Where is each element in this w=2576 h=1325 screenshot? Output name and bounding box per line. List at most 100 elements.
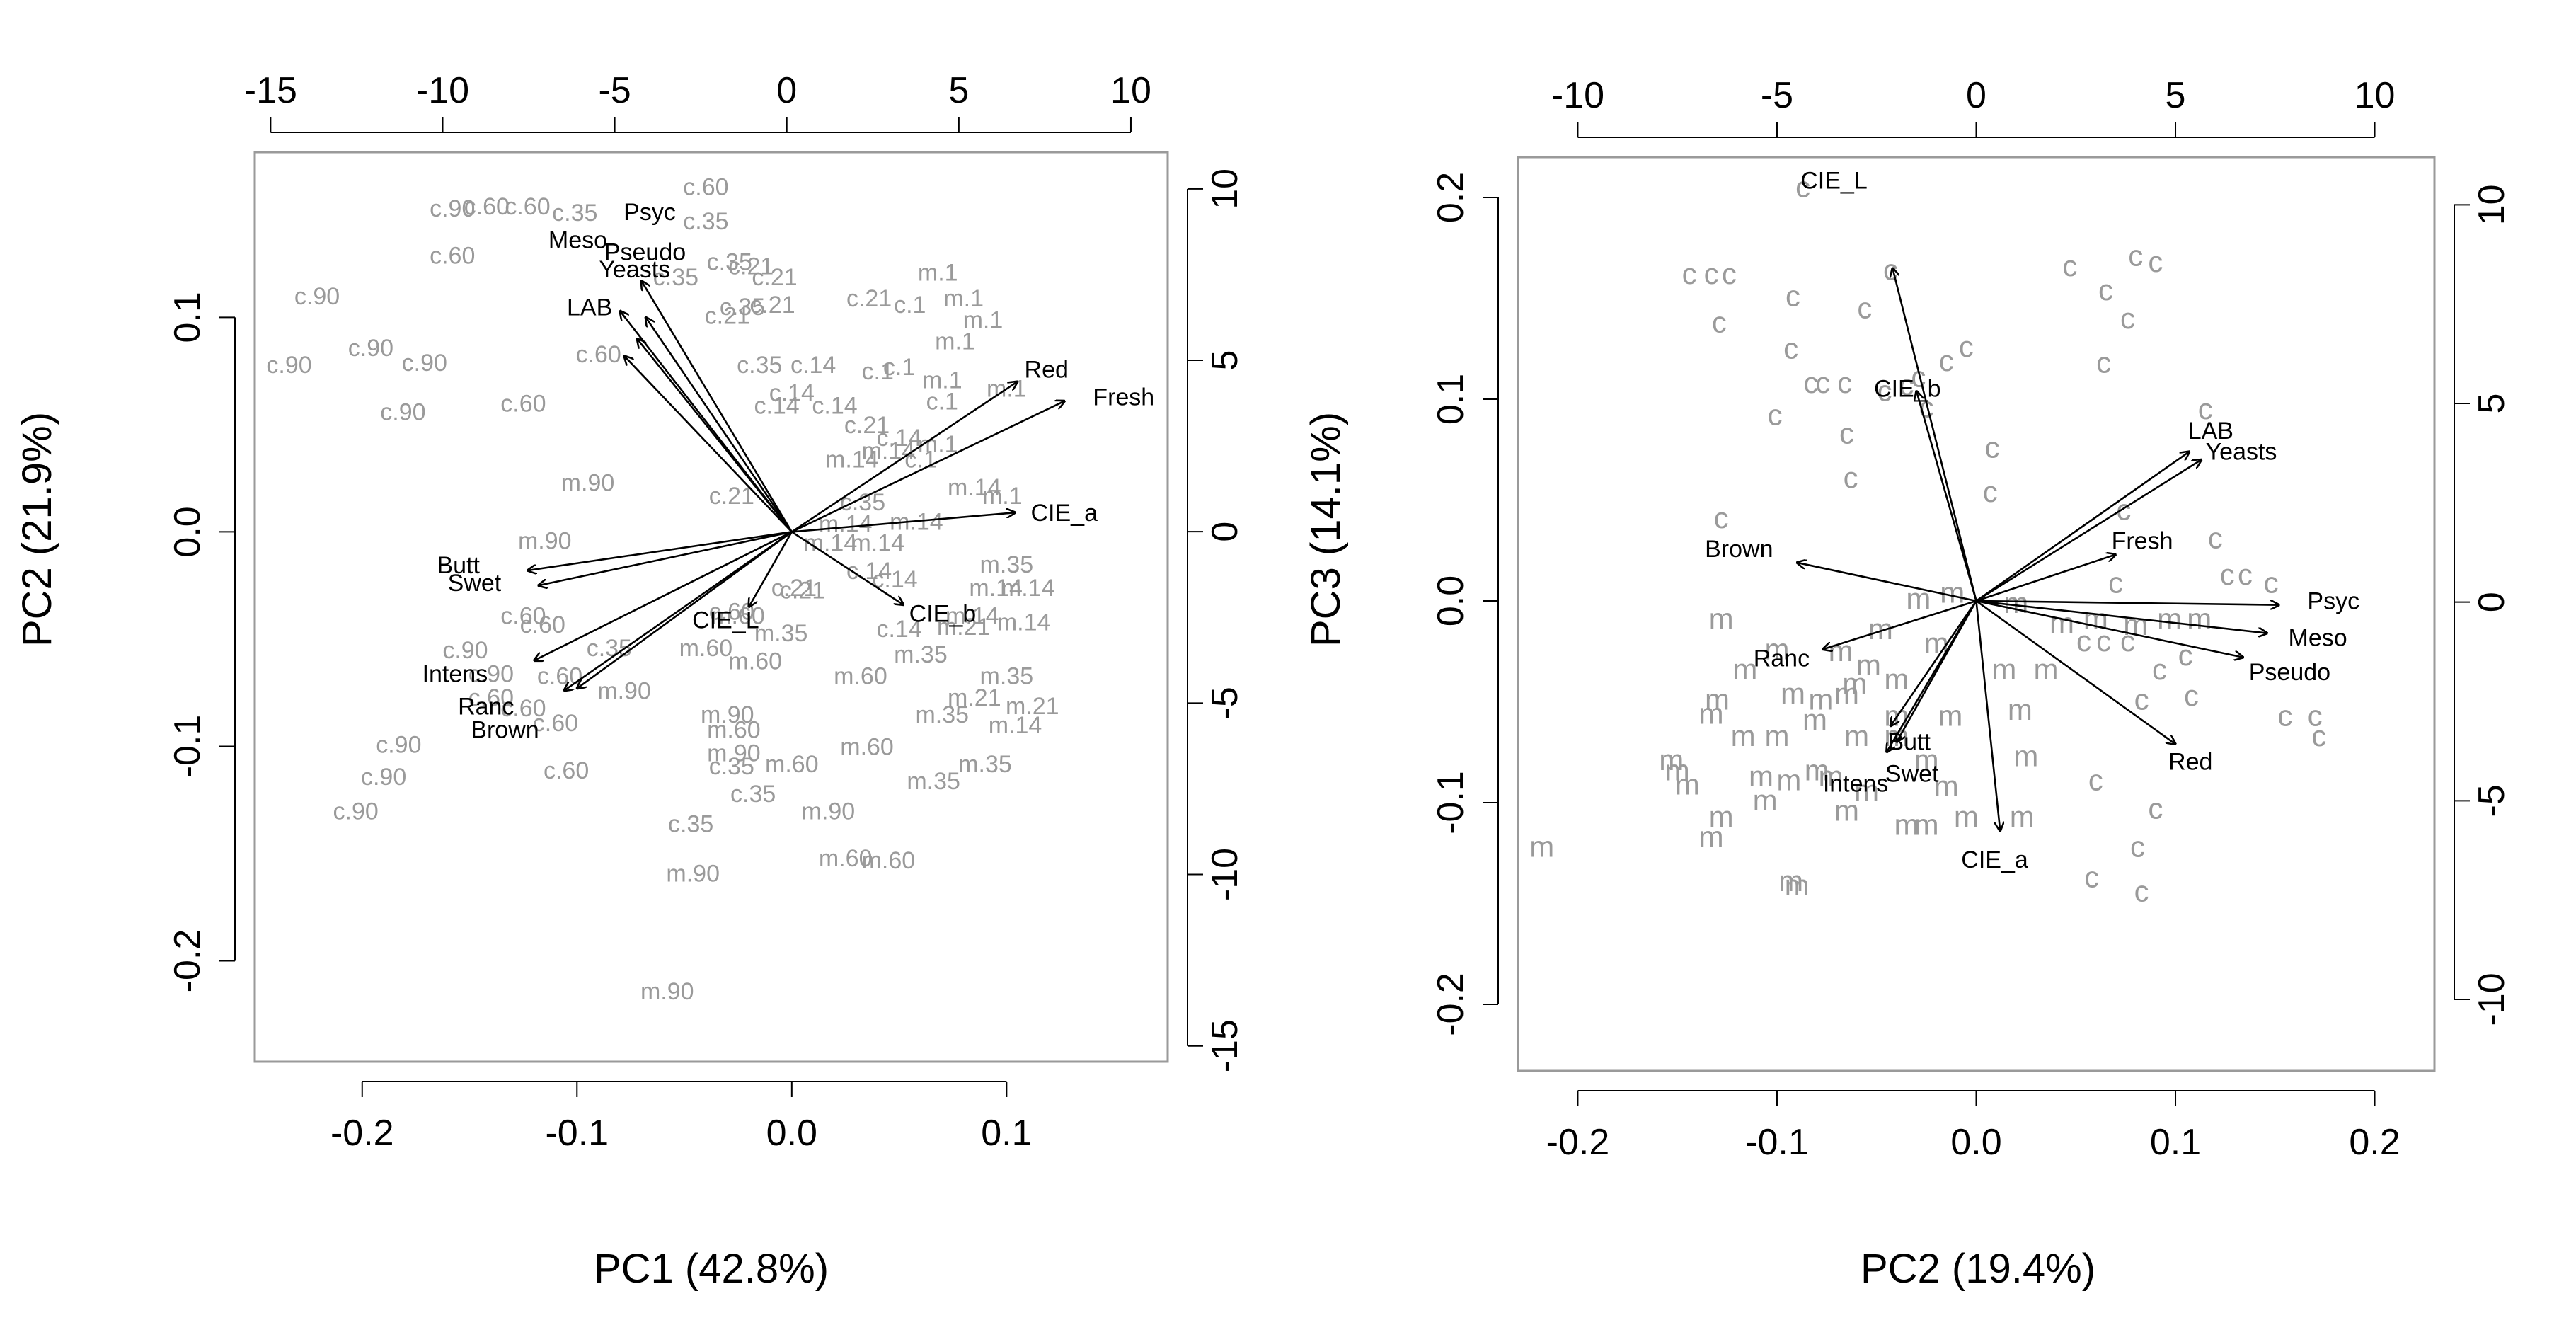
left-tick-label: -0.2 — [1430, 973, 1471, 1036]
observation-point: c.35 — [720, 294, 765, 321]
left-tick-label: -0.1 — [1430, 771, 1471, 834]
variable-label: Yeasts — [2206, 438, 2277, 465]
observation-point: m.14 — [825, 446, 879, 473]
observation-point: m.35 — [958, 751, 1012, 778]
observation-point: c — [1722, 257, 1737, 290]
observation-point: m.35 — [754, 620, 808, 647]
observation-point: c — [2220, 558, 2235, 591]
loading-arrow — [1797, 563, 1977, 602]
observation-point: m — [1844, 719, 1869, 752]
observation-point: c — [1714, 501, 1729, 534]
observation-point: c — [2152, 653, 2167, 686]
observation-point: c — [2148, 791, 2163, 825]
observation-point: m.14 — [948, 474, 1001, 501]
observation-point: m — [1854, 774, 1879, 807]
observation-point: c.35 — [840, 489, 885, 516]
observation-point: c — [1768, 398, 1783, 432]
observation-point: c — [2134, 683, 2149, 716]
variable-label: Pseudo — [604, 239, 686, 265]
left-tick-label: 0.0 — [167, 506, 208, 557]
top-tick-label: 0 — [776, 70, 797, 111]
observation-point: c — [1704, 257, 1719, 290]
observation-point: c.60 — [576, 341, 621, 368]
observation-point: c — [1939, 344, 1954, 377]
plot-frame — [1517, 156, 2436, 1072]
top-tick-label: -5 — [1761, 75, 1793, 116]
observation-point: m — [1834, 677, 1859, 710]
observation-point: m — [1764, 719, 1789, 752]
observation-point: m.1 — [935, 328, 975, 355]
observation-point: c.14 — [876, 425, 921, 452]
variable-label: LAB — [567, 294, 612, 321]
panel1-xaxis-title: PC1 (42.8%) — [594, 1246, 829, 1292]
biplot-pc2-pc3-panel: -0.2 -0.1 0.0 0.1 0.2 -0.2 -0.1 0.0 0.1 0.2 -10 -5 0… — [1430, 75, 2512, 1163]
observation-point: m — [1884, 662, 1909, 696]
observation-point: m.90 — [666, 860, 720, 887]
top-tick-label: 5 — [948, 70, 969, 111]
observation-point: m.14 — [862, 437, 916, 464]
observation-point: m.35 — [894, 641, 948, 668]
top-tick-label: -10 — [1551, 75, 1604, 116]
observation-point: m.35 — [980, 551, 1034, 578]
observation-point: c.1 — [926, 389, 958, 415]
variable-label: Fresh — [2112, 527, 2173, 554]
variable-label: Swet — [1885, 760, 1939, 787]
loading-arrow — [1976, 601, 2279, 605]
panel1-right-axis-title: PC3 (14.1%) — [1303, 412, 1349, 647]
observation-point: m — [1709, 800, 1734, 833]
observation-point: m — [1954, 800, 1979, 833]
observation-point: m — [1808, 683, 1833, 716]
variable-label: Swet — [448, 570, 502, 597]
observation-point: m — [1665, 753, 1690, 786]
observation-point: c.90 — [294, 283, 340, 310]
observation-point: m — [1659, 743, 1684, 776]
observation-point: m.14 — [989, 712, 1042, 739]
right-tick-label: -10 — [2471, 973, 2512, 1026]
observation-point: c.60 — [709, 599, 754, 626]
observation-point: c.21 — [771, 575, 817, 602]
observation-point: m — [1991, 653, 2016, 686]
observation-point: c.60 — [430, 242, 475, 269]
right-tick-label: -5 — [2471, 784, 2512, 817]
observation-point: c.90 — [361, 764, 406, 791]
observation-point: m.90 — [597, 678, 651, 705]
observation-point: m.1 — [982, 483, 1023, 510]
observation-point: m.1 — [922, 367, 962, 394]
bottom-tick-label: 0.0 — [1950, 1122, 2001, 1163]
observation-point: m — [1529, 830, 1554, 864]
loading-arrow — [564, 531, 793, 690]
observation-point: m — [1940, 576, 1965, 609]
observation-point: m — [1938, 699, 1962, 732]
right-tick-label: -10 — [1204, 848, 1246, 901]
observation-point: c.1 — [904, 446, 936, 473]
observation-point: m.21 — [1006, 693, 1059, 720]
observation-point: c.60 — [500, 695, 546, 722]
observation-point: m — [1894, 808, 1919, 841]
observation-point: c — [2277, 699, 2292, 732]
loading-arrow — [1887, 600, 1977, 752]
variable-label: Brown — [1705, 536, 1773, 563]
observation-point: m.60 — [840, 734, 894, 761]
observation-point: m — [1709, 602, 1734, 636]
left-tick-label: 0.1 — [167, 292, 208, 343]
observation-point: m.1 — [918, 260, 958, 287]
loading-arrow — [749, 531, 793, 607]
loading-arrow — [1975, 459, 2202, 602]
observation-point: c.14 — [769, 379, 815, 406]
right-tick-label: 5 — [2471, 394, 2512, 414]
variable-label: CIE_L — [1800, 168, 1868, 195]
loading-arrow — [791, 382, 1018, 533]
left-tick-label: -0.2 — [167, 929, 208, 993]
loading-arrow — [1975, 600, 2176, 744]
observation-point: m — [1785, 868, 1810, 902]
observation-point: c — [1795, 171, 1810, 204]
observation-point: m.60 — [765, 751, 819, 778]
observation-point: c — [2116, 493, 2131, 527]
right-tick-label: 10 — [1204, 168, 1246, 210]
observation-point: c — [1983, 475, 1998, 508]
observation-point: c.35 — [668, 811, 713, 838]
observation-point: c.35 — [730, 781, 776, 808]
loading-arrow — [1975, 600, 2001, 831]
variable-label: Pseudo — [2249, 659, 2330, 686]
